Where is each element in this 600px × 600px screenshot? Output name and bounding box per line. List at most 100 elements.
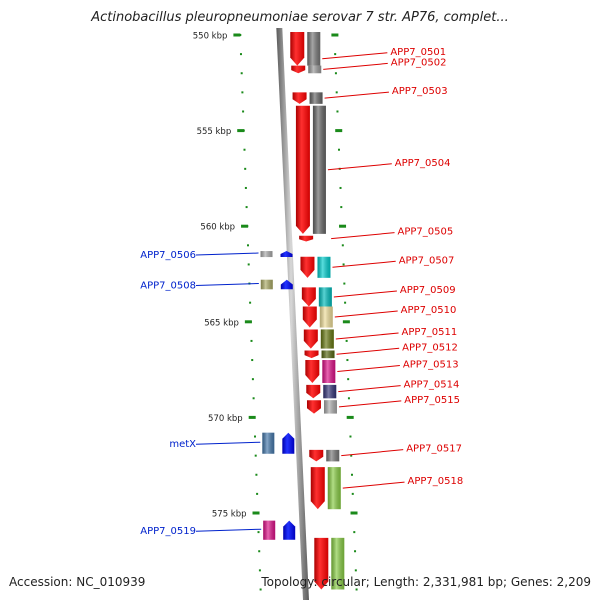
- gene-feature[interactable]: [295, 105, 326, 234]
- gene-arrow[interactable]: [310, 467, 325, 510]
- gene-feature[interactable]: [304, 350, 335, 359]
- gene-arrow[interactable]: [304, 350, 319, 359]
- gene-arrow[interactable]: [306, 400, 321, 414]
- scale-tick: [241, 224, 249, 228]
- gene-label[interactable]: APP7_0502: [391, 57, 447, 68]
- minor-tick: [337, 148, 340, 151]
- gene-arrow[interactable]: [309, 449, 324, 462]
- scale-tick: [252, 511, 260, 515]
- minor-tick: [247, 263, 250, 266]
- gene-feature[interactable]: [306, 384, 337, 399]
- gene-label[interactable]: APP7_0517: [406, 444, 462, 455]
- label-connector: [331, 232, 395, 240]
- minor-tick: [243, 148, 246, 151]
- gene-arrow[interactable]: [314, 537, 329, 590]
- gene-label[interactable]: APP7_0514: [404, 380, 460, 391]
- minor-tick: [245, 206, 248, 209]
- label-connector: [323, 62, 388, 70]
- gene-feature[interactable]: [300, 256, 331, 278]
- gene-block-shade: [260, 251, 273, 258]
- gene-feature[interactable]: [314, 537, 345, 590]
- minor-tick: [354, 550, 357, 553]
- scale-tick: [346, 415, 354, 419]
- gene-features[interactable]: [260, 32, 345, 590]
- minor-tick: [259, 588, 262, 591]
- gene-label[interactable]: APP7_0513: [403, 360, 459, 371]
- gene-feature[interactable]: [306, 400, 337, 414]
- backbone: [276, 28, 309, 600]
- gene-label[interactable]: APP7_0519: [140, 526, 196, 537]
- gene-feature[interactable]: [292, 92, 323, 104]
- gene-label[interactable]: APP7_0507: [399, 255, 455, 266]
- gene-arrow[interactable]: [306, 384, 321, 399]
- gene-label[interactable]: APP7_0503: [392, 86, 448, 97]
- minor-tick: [242, 110, 245, 113]
- gene-label[interactable]: APP7_0509: [400, 285, 456, 296]
- gene-arrow[interactable]: [300, 256, 315, 278]
- gene-arrow[interactable]: [301, 287, 316, 307]
- scale-ticks: 550 kbp 555 kbp 560 kbp 565 kbp 570 kbp 575 k…: [193, 32, 358, 591]
- minor-tick: [342, 263, 345, 266]
- minor-tick: [334, 72, 337, 75]
- gene-block-shade: [323, 400, 337, 414]
- label-connector: [195, 283, 259, 287]
- gene-arrow[interactable]: [292, 92, 307, 104]
- gene-feature[interactable]: [263, 520, 296, 540]
- gene-feature[interactable]: [309, 449, 340, 462]
- gene-feature[interactable]: [290, 32, 321, 66]
- gene-label[interactable]: APP7_0505: [398, 227, 454, 238]
- minor-tick: [336, 110, 339, 113]
- gene-feature[interactable]: [305, 360, 336, 383]
- gene-label[interactable]: APP7_0510: [401, 305, 457, 316]
- gene-block-shade: [262, 432, 275, 454]
- gene-arrow[interactable]: [303, 329, 318, 349]
- gene-feature[interactable]: [299, 235, 314, 242]
- scale-tick: [350, 511, 358, 515]
- gene-arrow[interactable]: [282, 432, 295, 454]
- gene-arrow[interactable]: [305, 360, 320, 383]
- minor-tick: [341, 244, 344, 247]
- gene-block-shade: [321, 350, 335, 359]
- gene-label[interactable]: APP7_0518: [408, 476, 464, 487]
- gene-feature[interactable]: [302, 306, 333, 328]
- minor-tick: [241, 91, 244, 94]
- gene-feature[interactable]: [291, 65, 322, 74]
- label-connector: [195, 441, 261, 445]
- gene-label[interactable]: APP7_0501: [390, 47, 446, 58]
- gene-feature[interactable]: [310, 467, 341, 510]
- label-connector: [336, 347, 400, 355]
- gene-feature[interactable]: [303, 329, 334, 349]
- gene-label[interactable]: APP7_0511: [402, 327, 458, 338]
- gene-arrow[interactable]: [280, 251, 293, 258]
- gene-arrow[interactable]: [299, 235, 314, 242]
- gene-arrow[interactable]: [280, 279, 293, 290]
- gene-block-shade: [318, 287, 332, 307]
- gene-feature[interactable]: [260, 251, 293, 258]
- minor-tick: [254, 435, 257, 438]
- gene-label[interactable]: APP7_0506: [140, 250, 196, 261]
- gene-label[interactable]: APP7_0504: [395, 158, 451, 169]
- gene-label[interactable]: metX: [169, 439, 196, 450]
- gene-arrow[interactable]: [283, 520, 296, 540]
- minor-tick: [254, 454, 257, 457]
- gene-feature[interactable]: [262, 432, 295, 454]
- gene-label[interactable]: APP7_0515: [404, 395, 460, 406]
- scale-tick: [248, 415, 256, 419]
- minor-tick: [257, 531, 260, 534]
- gene-block-shade: [309, 92, 323, 104]
- scale-label: 570 kbp: [208, 414, 243, 424]
- gene-arrow[interactable]: [290, 32, 305, 66]
- minor-tick: [349, 435, 352, 438]
- gene-block-shade: [326, 449, 340, 462]
- gene-label[interactable]: APP7_0512: [402, 342, 458, 353]
- gene-label[interactable]: APP7_0508: [140, 281, 196, 292]
- gene-arrow[interactable]: [295, 105, 310, 234]
- gene-feature[interactable]: [260, 279, 293, 290]
- scale-label: 550 kbp: [193, 32, 228, 42]
- gene-arrow[interactable]: [291, 65, 306, 74]
- gene-block-shade: [331, 537, 345, 590]
- gene-feature[interactable]: [301, 287, 332, 307]
- gene-arrow[interactable]: [302, 306, 317, 328]
